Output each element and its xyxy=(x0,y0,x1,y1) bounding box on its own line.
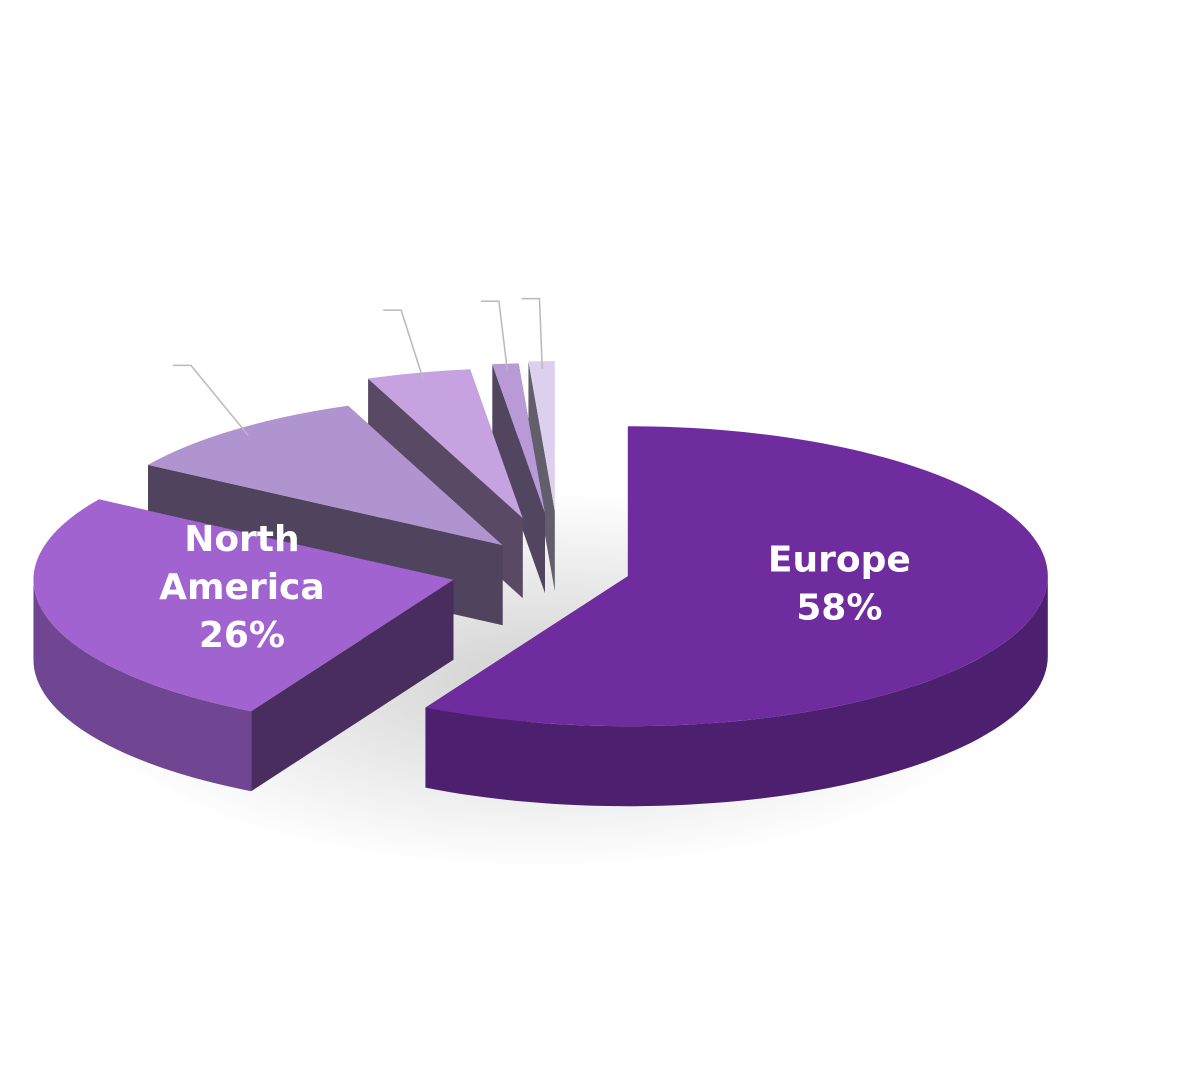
slice-rim-1 xyxy=(33,579,252,792)
pie-slice-0 xyxy=(425,426,1048,807)
data-label-0: Europe 58% xyxy=(768,540,911,629)
slice-top-1 xyxy=(33,499,454,712)
leader-line-2 xyxy=(172,364,249,436)
slice-top-5 xyxy=(528,361,555,512)
leader-line-3 xyxy=(383,309,425,381)
slice-rim-0 xyxy=(425,576,1048,807)
slice-top-4 xyxy=(492,363,545,514)
pie-slice-5 xyxy=(528,361,555,592)
leader-line-4 xyxy=(480,300,509,372)
pie-slice-1 xyxy=(33,499,454,792)
slice-top-2 xyxy=(148,405,503,546)
slice-wall-start-4 xyxy=(492,364,545,594)
pie-slice-4 xyxy=(492,363,545,594)
slice-top-0 xyxy=(425,426,1048,727)
leader-line-5 xyxy=(521,297,544,369)
slice-top-3 xyxy=(368,369,523,519)
slice-wall-start-5 xyxy=(528,361,555,592)
data-label-1: North America 26% xyxy=(159,519,325,656)
